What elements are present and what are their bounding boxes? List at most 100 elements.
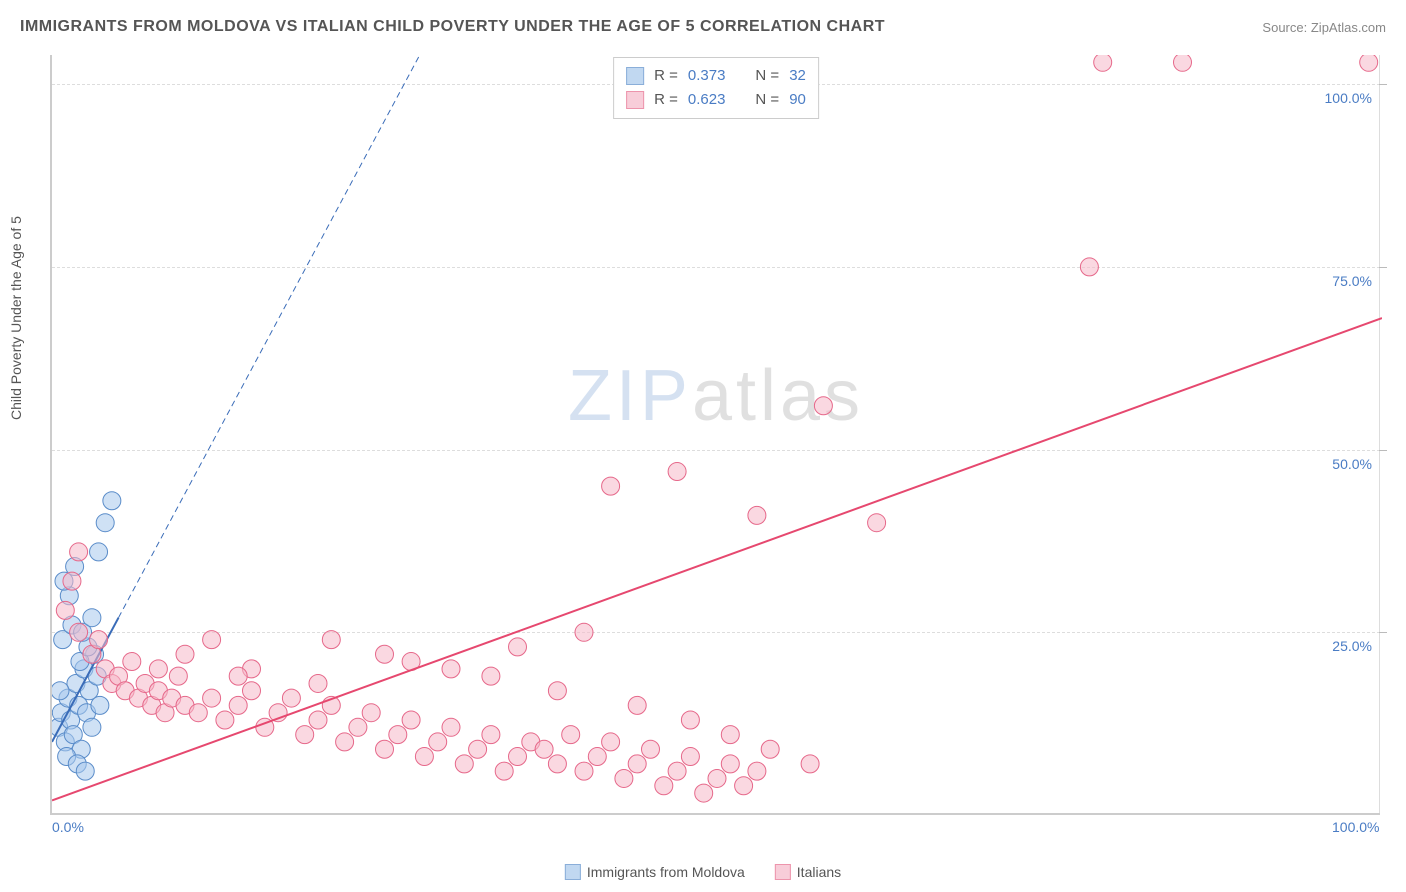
stats-swatch — [626, 67, 644, 85]
scatter-point — [123, 653, 141, 671]
legend-swatch — [565, 864, 581, 880]
y-tick-label: 75.0% — [1332, 273, 1372, 289]
scatter-point — [176, 645, 194, 663]
scatter-point — [349, 718, 367, 736]
scatter-point — [761, 740, 779, 758]
scatter-point — [309, 674, 327, 692]
scatter-point — [628, 696, 646, 714]
stats-r-value: 0.623 — [688, 88, 726, 112]
legend-label: Immigrants from Moldova — [587, 864, 745, 880]
scatter-point — [1094, 55, 1112, 71]
scatter-point — [103, 492, 121, 510]
scatter-point — [708, 769, 726, 787]
scatter-point — [801, 755, 819, 773]
scatter-point — [83, 718, 101, 736]
scatter-point — [189, 704, 207, 722]
source-name: ZipAtlas.com — [1311, 20, 1386, 35]
scatter-point — [90, 543, 108, 561]
scatter-point — [442, 718, 460, 736]
regression-line — [52, 318, 1382, 800]
scatter-point — [282, 689, 300, 707]
x-tick-label: 0.0% — [52, 819, 84, 835]
scatter-point — [203, 631, 221, 649]
stats-n-value: 90 — [789, 88, 806, 112]
scatter-point — [243, 682, 261, 700]
scatter-point — [96, 514, 114, 532]
scatter-point — [90, 631, 108, 649]
chart-title: IMMIGRANTS FROM MOLDOVA VS ITALIAN CHILD… — [20, 18, 885, 36]
y-tick-label: 25.0% — [1332, 638, 1372, 654]
scatter-point — [602, 733, 620, 751]
scatter-point — [602, 477, 620, 495]
scatter-point — [1080, 258, 1098, 276]
scatter-point — [149, 660, 167, 678]
scatter-point — [455, 755, 473, 773]
scatter-point — [509, 638, 527, 656]
stats-n-label: N = — [755, 88, 779, 112]
scatter-point — [642, 740, 660, 758]
legend-swatch — [775, 864, 791, 880]
scatter-point — [91, 696, 109, 714]
scatter-point — [1360, 55, 1378, 71]
scatter-point — [548, 755, 566, 773]
scatter-point — [615, 769, 633, 787]
scatter-point — [70, 623, 88, 641]
scatter-point — [322, 631, 340, 649]
x-tick-label: 100.0% — [1332, 819, 1379, 835]
scatter-point — [216, 711, 234, 729]
scatter-svg — [52, 55, 1382, 815]
bottom-legend: Immigrants from Moldova Italians — [565, 864, 841, 880]
scatter-point — [296, 726, 314, 744]
stats-n-value: 32 — [789, 64, 806, 88]
scatter-point — [362, 704, 380, 722]
scatter-point — [482, 726, 500, 744]
scatter-point — [588, 748, 606, 766]
scatter-point — [76, 762, 94, 780]
plot-area: ZIPatlas R =0.373N =32R =0.623N =90 0.0%… — [50, 55, 1380, 815]
y-tick-label: 50.0% — [1332, 456, 1372, 472]
scatter-point — [628, 755, 646, 773]
scatter-point — [1174, 55, 1192, 71]
scatter-point — [229, 667, 247, 685]
scatter-point — [63, 572, 81, 590]
scatter-point — [681, 711, 699, 729]
scatter-point — [548, 682, 566, 700]
y-tick-label: 100.0% — [1325, 90, 1372, 106]
scatter-point — [376, 740, 394, 758]
scatter-point — [389, 726, 407, 744]
stats-n-label: N = — [755, 64, 779, 88]
scatter-point — [655, 777, 673, 795]
source-attribution: Source: ZipAtlas.com — [1262, 20, 1386, 35]
scatter-point — [735, 777, 753, 795]
scatter-point — [203, 689, 221, 707]
y-axis-label: Child Poverty Under the Age of 5 — [8, 216, 24, 420]
scatter-point — [748, 506, 766, 524]
scatter-point — [495, 762, 513, 780]
scatter-point — [748, 762, 766, 780]
scatter-point — [376, 645, 394, 663]
source-label: Source: — [1262, 20, 1307, 35]
scatter-point — [575, 762, 593, 780]
scatter-point — [469, 740, 487, 758]
stats-r-label: R = — [654, 88, 678, 112]
scatter-point — [695, 784, 713, 802]
scatter-point — [681, 748, 699, 766]
legend-item: Immigrants from Moldova — [565, 864, 745, 880]
scatter-point — [52, 682, 69, 700]
scatter-point — [229, 696, 247, 714]
stats-r-label: R = — [654, 64, 678, 88]
scatter-point — [429, 733, 447, 751]
scatter-point — [442, 660, 460, 678]
regression-line-extrapolated — [119, 55, 420, 618]
scatter-point — [814, 397, 832, 415]
scatter-point — [83, 609, 101, 627]
legend-item: Italians — [775, 864, 841, 880]
scatter-point — [336, 733, 354, 751]
scatter-point — [70, 543, 88, 561]
stats-row: R =0.373N =32 — [626, 64, 806, 88]
scatter-point — [402, 711, 420, 729]
scatter-point — [721, 755, 739, 773]
scatter-point — [535, 740, 553, 758]
scatter-point — [721, 726, 739, 744]
legend-label: Italians — [797, 864, 841, 880]
